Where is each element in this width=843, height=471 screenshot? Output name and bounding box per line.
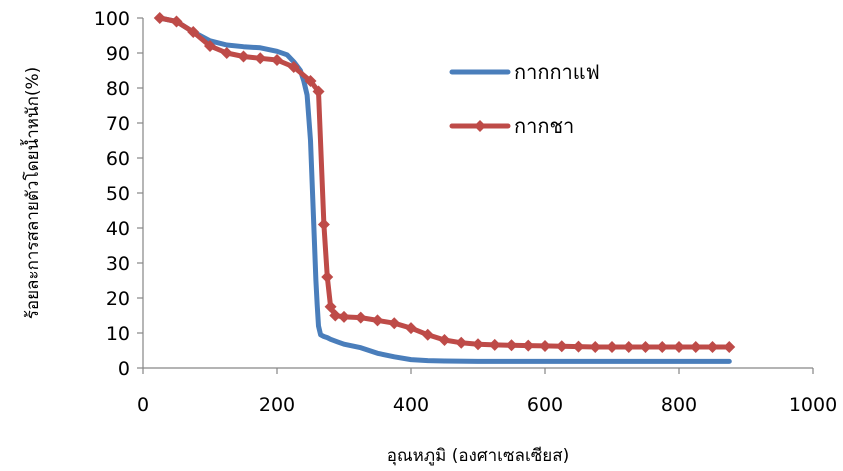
series-line-2 [157,15,732,350]
data-point [324,300,337,313]
data-point [488,338,501,351]
series-line-1 [157,15,732,364]
data-point [170,15,183,28]
x-tick-label: 1000 [789,394,837,416]
data-point [656,341,669,353]
series-layer [153,12,736,364]
y-tick-label: 10 [106,323,130,345]
data-point [539,339,551,352]
legend-label-2: กากชา [514,114,574,138]
legend-marker [474,120,486,132]
y-tick-label: 100 [94,8,130,30]
data-point [689,341,702,353]
x-tick-label: 400 [393,394,429,416]
data-point [606,341,618,353]
data-point [329,309,342,322]
x-tick-label: 200 [259,394,295,416]
data-point [673,341,685,353]
data-point [271,54,283,66]
x-tick-label: 800 [661,394,697,416]
y-tick-label: 40 [106,218,130,240]
x-axis-ticks: 0 200 400 600 800 1000 [137,368,837,416]
y-tick-label: 60 [106,148,130,170]
data-point [153,12,166,24]
data-point [455,336,468,349]
data-point [304,75,317,87]
x-tick-label: 600 [527,394,563,416]
data-point [388,317,401,330]
y-tick-label: 20 [106,288,130,310]
y-tick-label: 0 [118,358,130,380]
data-point [706,341,719,353]
y-tick-label: 50 [106,183,130,205]
data-point [237,50,250,63]
data-point [317,218,330,231]
data-point [338,310,350,323]
data-point [312,85,325,98]
y-tick-label: 30 [106,253,130,275]
data-point [254,52,267,65]
data-point [371,314,384,327]
data-point [639,341,652,353]
data-point [220,47,233,59]
data-point [522,339,535,352]
data-point [405,322,417,335]
data-point [421,328,434,341]
data-point [555,340,568,353]
data-point [572,340,585,353]
data-point [589,341,602,353]
y-tick-label: 70 [106,113,130,135]
data-point [472,338,484,351]
data-point [187,26,200,38]
x-axis-title: อุณหภูมิ (องศาเซลเซียส) [387,446,570,466]
data-point [354,311,367,324]
y-tick-label: 80 [106,78,130,100]
y-axis-title: ร้อยละการสลายตัวโดยน้ำหนัก(%) [20,67,43,320]
data-point [438,334,451,346]
legend-label-1: กากกาแฟ [514,60,600,84]
data-point [505,339,518,352]
data-point [287,61,300,73]
data-point [204,40,216,52]
data-point [723,341,736,353]
data-point [622,341,635,353]
y-axis-ticks: 0 10 20 30 40 50 60 70 80 90 100 [94,8,143,380]
data-point [321,271,334,283]
y-tick-label: 90 [106,43,130,65]
x-tick-label: 0 [137,394,149,416]
